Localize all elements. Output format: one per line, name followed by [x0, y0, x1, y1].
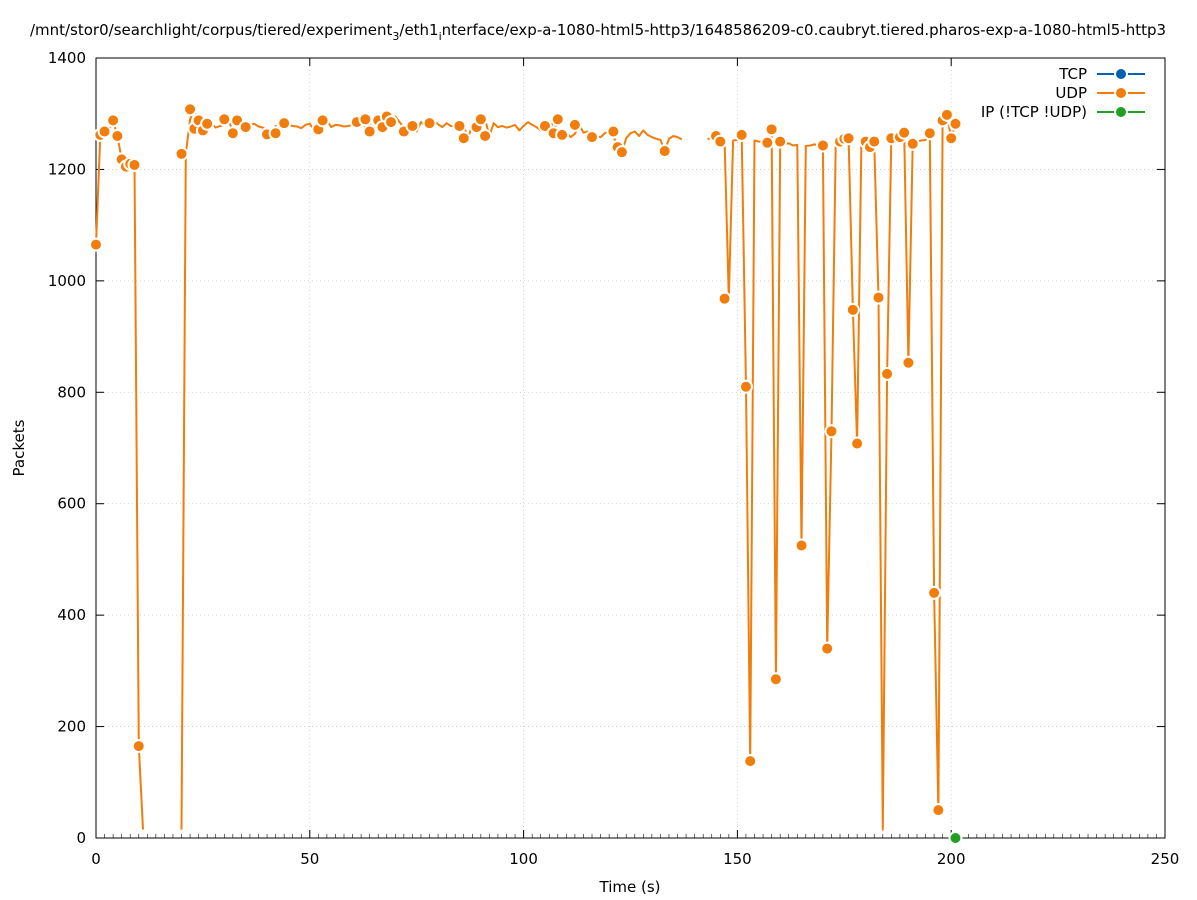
data-point — [127, 157, 142, 172]
x-tick-label: 0 — [91, 850, 101, 868]
data-point — [277, 116, 292, 131]
data-point — [200, 116, 215, 131]
data-point — [773, 134, 788, 149]
data-point — [717, 291, 732, 306]
title-part: i — [439, 30, 442, 43]
y-tick-label: 1200 — [48, 160, 86, 178]
y-tick-label: 1000 — [48, 272, 86, 290]
data-point — [606, 124, 621, 139]
data-point — [867, 134, 882, 149]
data-point — [110, 129, 125, 143]
title-part: /eth1 — [399, 21, 438, 39]
chart-title: /mnt/stor0/searchlight/corpus/tiered/exp… — [30, 21, 1166, 43]
y-tick-label: 0 — [76, 829, 86, 847]
data-point — [871, 290, 886, 305]
data-point — [824, 424, 839, 439]
series-2 — [948, 831, 963, 845]
y-tick-label: 800 — [57, 383, 86, 401]
data-point — [106, 113, 121, 128]
x-tick-label: 200 — [937, 850, 966, 868]
data-point — [734, 127, 749, 142]
data-point — [738, 379, 753, 394]
data-point — [217, 112, 232, 127]
data-point — [238, 120, 253, 135]
data-point — [850, 436, 865, 451]
series-line — [95, 119, 144, 830]
data-point — [845, 302, 860, 317]
title-part: /mnt/stor0/searchlight/corpus/tiered/exp… — [30, 21, 393, 39]
data-point — [614, 145, 629, 160]
data-point — [183, 102, 198, 117]
data-point — [384, 115, 399, 130]
data-point — [764, 122, 779, 137]
data-point — [225, 126, 240, 141]
series-1 — [89, 102, 963, 831]
data-point — [743, 754, 758, 769]
axis-ticks: 0 50 100 150 200 250 0 200 400 600 800 1000 1200 1400 — [48, 49, 1180, 868]
data-point — [456, 131, 471, 146]
data-point — [657, 144, 672, 159]
data-point — [315, 113, 330, 128]
y-axis-title: Packets — [10, 419, 28, 476]
data-point — [927, 585, 942, 600]
title-part: 3 — [392, 30, 399, 43]
x-axis-title: Time (s) — [599, 878, 661, 896]
data-point — [939, 107, 954, 122]
data-point — [452, 118, 467, 133]
data-point — [880, 366, 895, 381]
data-point — [131, 739, 146, 754]
data-point — [555, 127, 570, 142]
series-line — [707, 113, 957, 831]
data-point — [473, 112, 488, 127]
data-point — [944, 131, 959, 146]
data-point — [815, 138, 830, 153]
data-point — [268, 126, 283, 141]
data-point — [794, 538, 809, 553]
y-tick-label: 200 — [57, 718, 86, 736]
data-point — [567, 117, 582, 132]
data-point — [174, 146, 189, 161]
data-point — [922, 126, 937, 141]
data-point — [585, 130, 600, 145]
data-point — [760, 135, 775, 150]
grid — [95, 57, 1166, 839]
data-point — [905, 136, 920, 151]
x-tick-label: 250 — [1151, 850, 1180, 868]
legend-marker — [1114, 105, 1128, 119]
data-point — [405, 118, 420, 133]
legend-label: UDP — [1055, 84, 1087, 102]
data-point — [97, 124, 112, 139]
data-point — [948, 116, 963, 131]
series-line — [180, 108, 683, 830]
data-point — [841, 131, 856, 146]
data-point — [948, 831, 963, 845]
title-part: nterface/exp-a-1080-html5-http3/16485862… — [442, 21, 1166, 39]
legend-marker — [1114, 86, 1128, 100]
data-point — [901, 355, 916, 370]
data-point — [931, 803, 946, 818]
data-point — [897, 125, 912, 140]
data-point — [768, 672, 783, 687]
legend-label: TCP — [1058, 65, 1087, 83]
plot-frame — [95, 57, 1166, 839]
legend-label: IP (!TCP !UDP) — [981, 103, 1087, 121]
series — [89, 102, 963, 845]
x-tick-label: 150 — [723, 850, 752, 868]
x-tick-label: 50 — [300, 850, 319, 868]
data-point — [422, 116, 437, 131]
data-point — [713, 134, 728, 149]
data-point — [362, 124, 377, 139]
data-point — [820, 641, 835, 656]
y-tick-label: 1400 — [48, 49, 86, 67]
y-tick-label: 600 — [57, 495, 86, 513]
x-tick-label: 100 — [509, 850, 538, 868]
data-point — [478, 129, 493, 143]
data-point — [358, 112, 373, 127]
y-tick-label: 400 — [57, 606, 86, 624]
legend-marker — [1114, 67, 1128, 81]
data-point — [89, 237, 103, 252]
data-point — [550, 112, 565, 127]
